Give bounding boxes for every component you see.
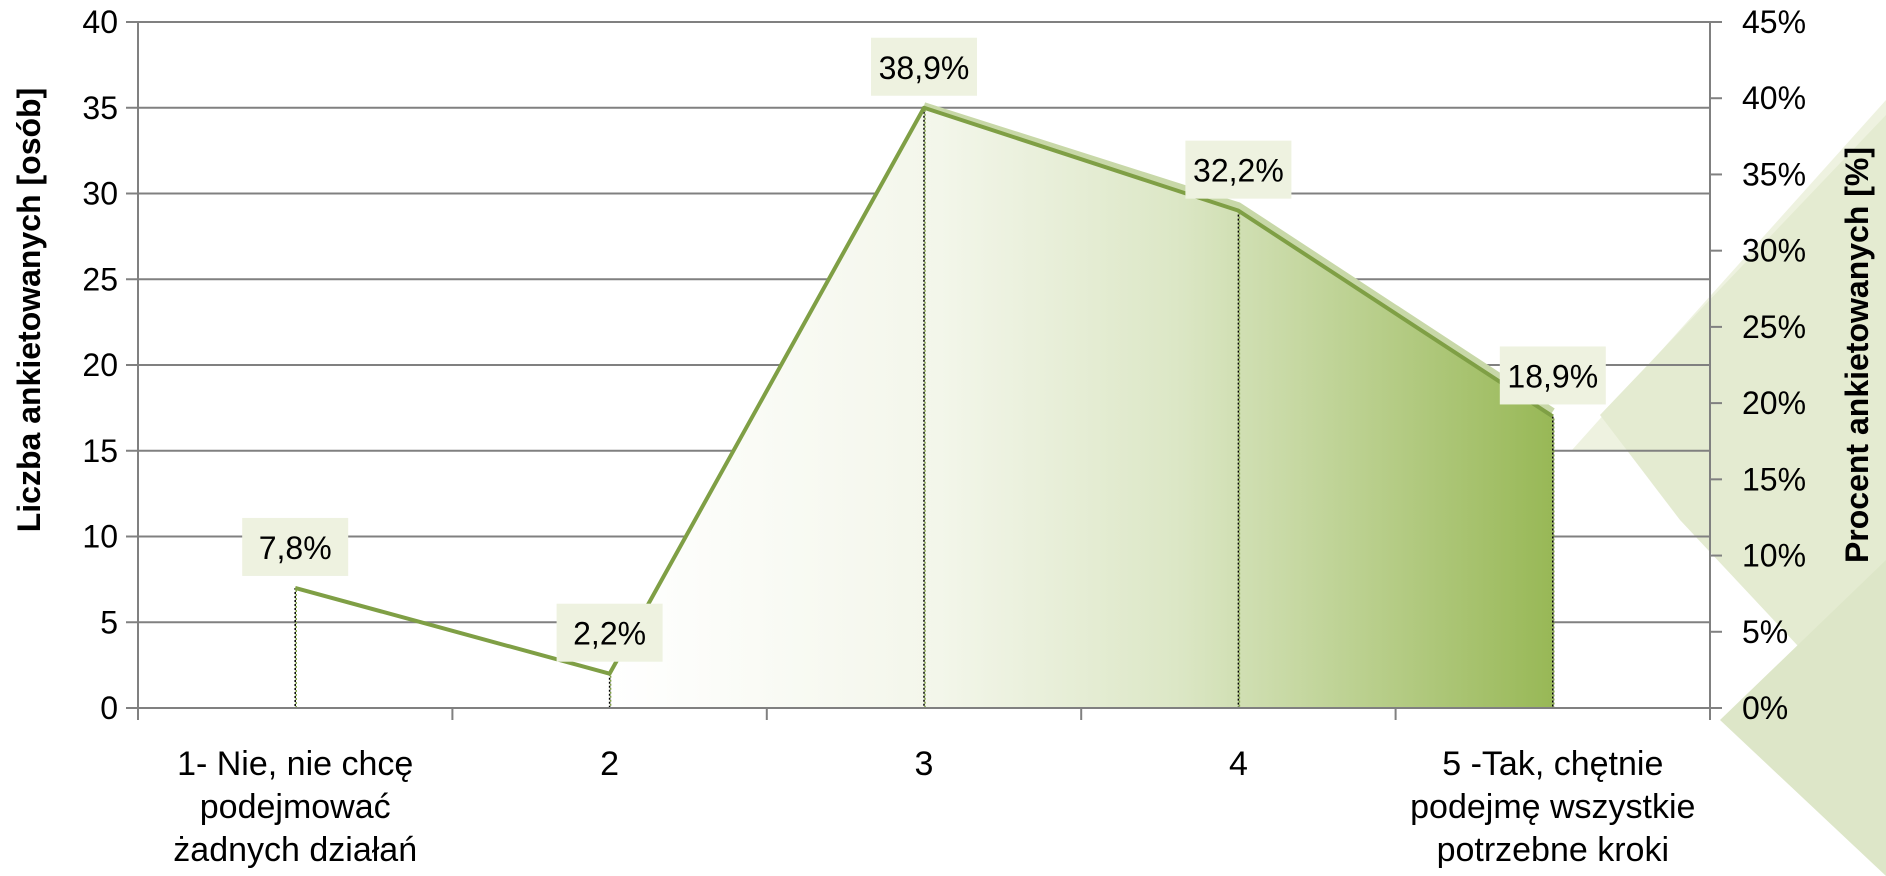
x-tick-label-line: żadnych działań (173, 831, 417, 869)
y-tick-label: 0 (100, 690, 118, 726)
x-tick-label-line: potrzebne kroki (1437, 831, 1669, 869)
x-tick-label: 2 (600, 745, 619, 783)
line-highlight (922, 102, 1555, 415)
y-tick-label: 20 (82, 347, 118, 383)
x-tick-label-line: podejmować (200, 788, 391, 826)
y2-axis-title: Procent ankietowanych [%] (1839, 147, 1875, 563)
data-label: 2,2% (573, 616, 646, 652)
x-tick-label-line: 4 (1229, 745, 1248, 783)
x-tick-label: 4 (1229, 745, 1248, 783)
y2-tick-label: 15% (1742, 461, 1806, 497)
y2-tick-label: 35% (1742, 156, 1806, 192)
decor-chevron-dark (1720, 560, 1886, 876)
x-tick-label-line: 2 (600, 745, 619, 783)
y2-tick-label: 30% (1742, 233, 1806, 269)
data-label-box (1185, 140, 1292, 199)
series-polyline (294, 105, 1554, 676)
y-tick-label: 10 (82, 519, 118, 555)
x-tick-label-line: 1- Nie, nie chcę (177, 745, 413, 783)
series-line (294, 105, 1554, 676)
data-label: 7,8% (259, 530, 332, 566)
y-tick-label: 15 (82, 433, 118, 469)
area-fill (609, 102, 1555, 708)
drop-lines (294, 107, 1555, 708)
x-tick-label: 3 (915, 745, 934, 783)
y-tick-label: 40 (82, 4, 118, 40)
y2-tick-label: 5% (1742, 614, 1788, 650)
x-tick-label-line: podejmę wszystkie (1410, 788, 1695, 826)
y2-tick-label: 10% (1742, 538, 1806, 574)
x-tick-label: 1- Nie, nie chcę podejmować żadnych działa… (173, 745, 417, 869)
y2-tick-label: 20% (1742, 385, 1806, 421)
tick-labels: 0 5 10 15 20 25 30 35 40 0% 5% 10% 15% 20% 25% 30% 35% 40… (82, 4, 1806, 869)
y-tick-label: 30 (82, 176, 118, 212)
y2-tick-label: 40% (1742, 80, 1806, 116)
data-label: 18,9% (1507, 358, 1598, 394)
data-label-box (242, 517, 349, 576)
data-label: 38,9% (879, 50, 970, 86)
y-tick-label: 25 (82, 261, 118, 297)
data-label-box (1499, 346, 1606, 405)
x-tick-label-line: 5 -Tak, chętnie (1442, 745, 1663, 783)
y-tick-label: 5 (100, 604, 118, 640)
y-axis-title: Liczba ankietowanych [osób] (11, 88, 47, 533)
decor-chevron-mid (1600, 115, 1886, 740)
data-labels: 7,8% 2,2% 38,9% 32,2% 18,9% (242, 37, 1606, 662)
y-tick-label: 35 (82, 90, 118, 126)
area-fill-shape (609, 107, 1553, 708)
y2-tick-label: 45% (1742, 4, 1806, 40)
y2-tick-label: 0% (1742, 690, 1788, 726)
data-label-box (556, 603, 663, 662)
y2-tick-label: 25% (1742, 309, 1806, 345)
x-tick-label-line: 3 (915, 745, 934, 783)
x-tick-label: 5 -Tak, chętnie podejmę wszystkie potrzebn… (1410, 745, 1695, 869)
data-label-box (871, 37, 977, 96)
axes (126, 21, 1722, 720)
data-label: 32,2% (1193, 153, 1284, 189)
